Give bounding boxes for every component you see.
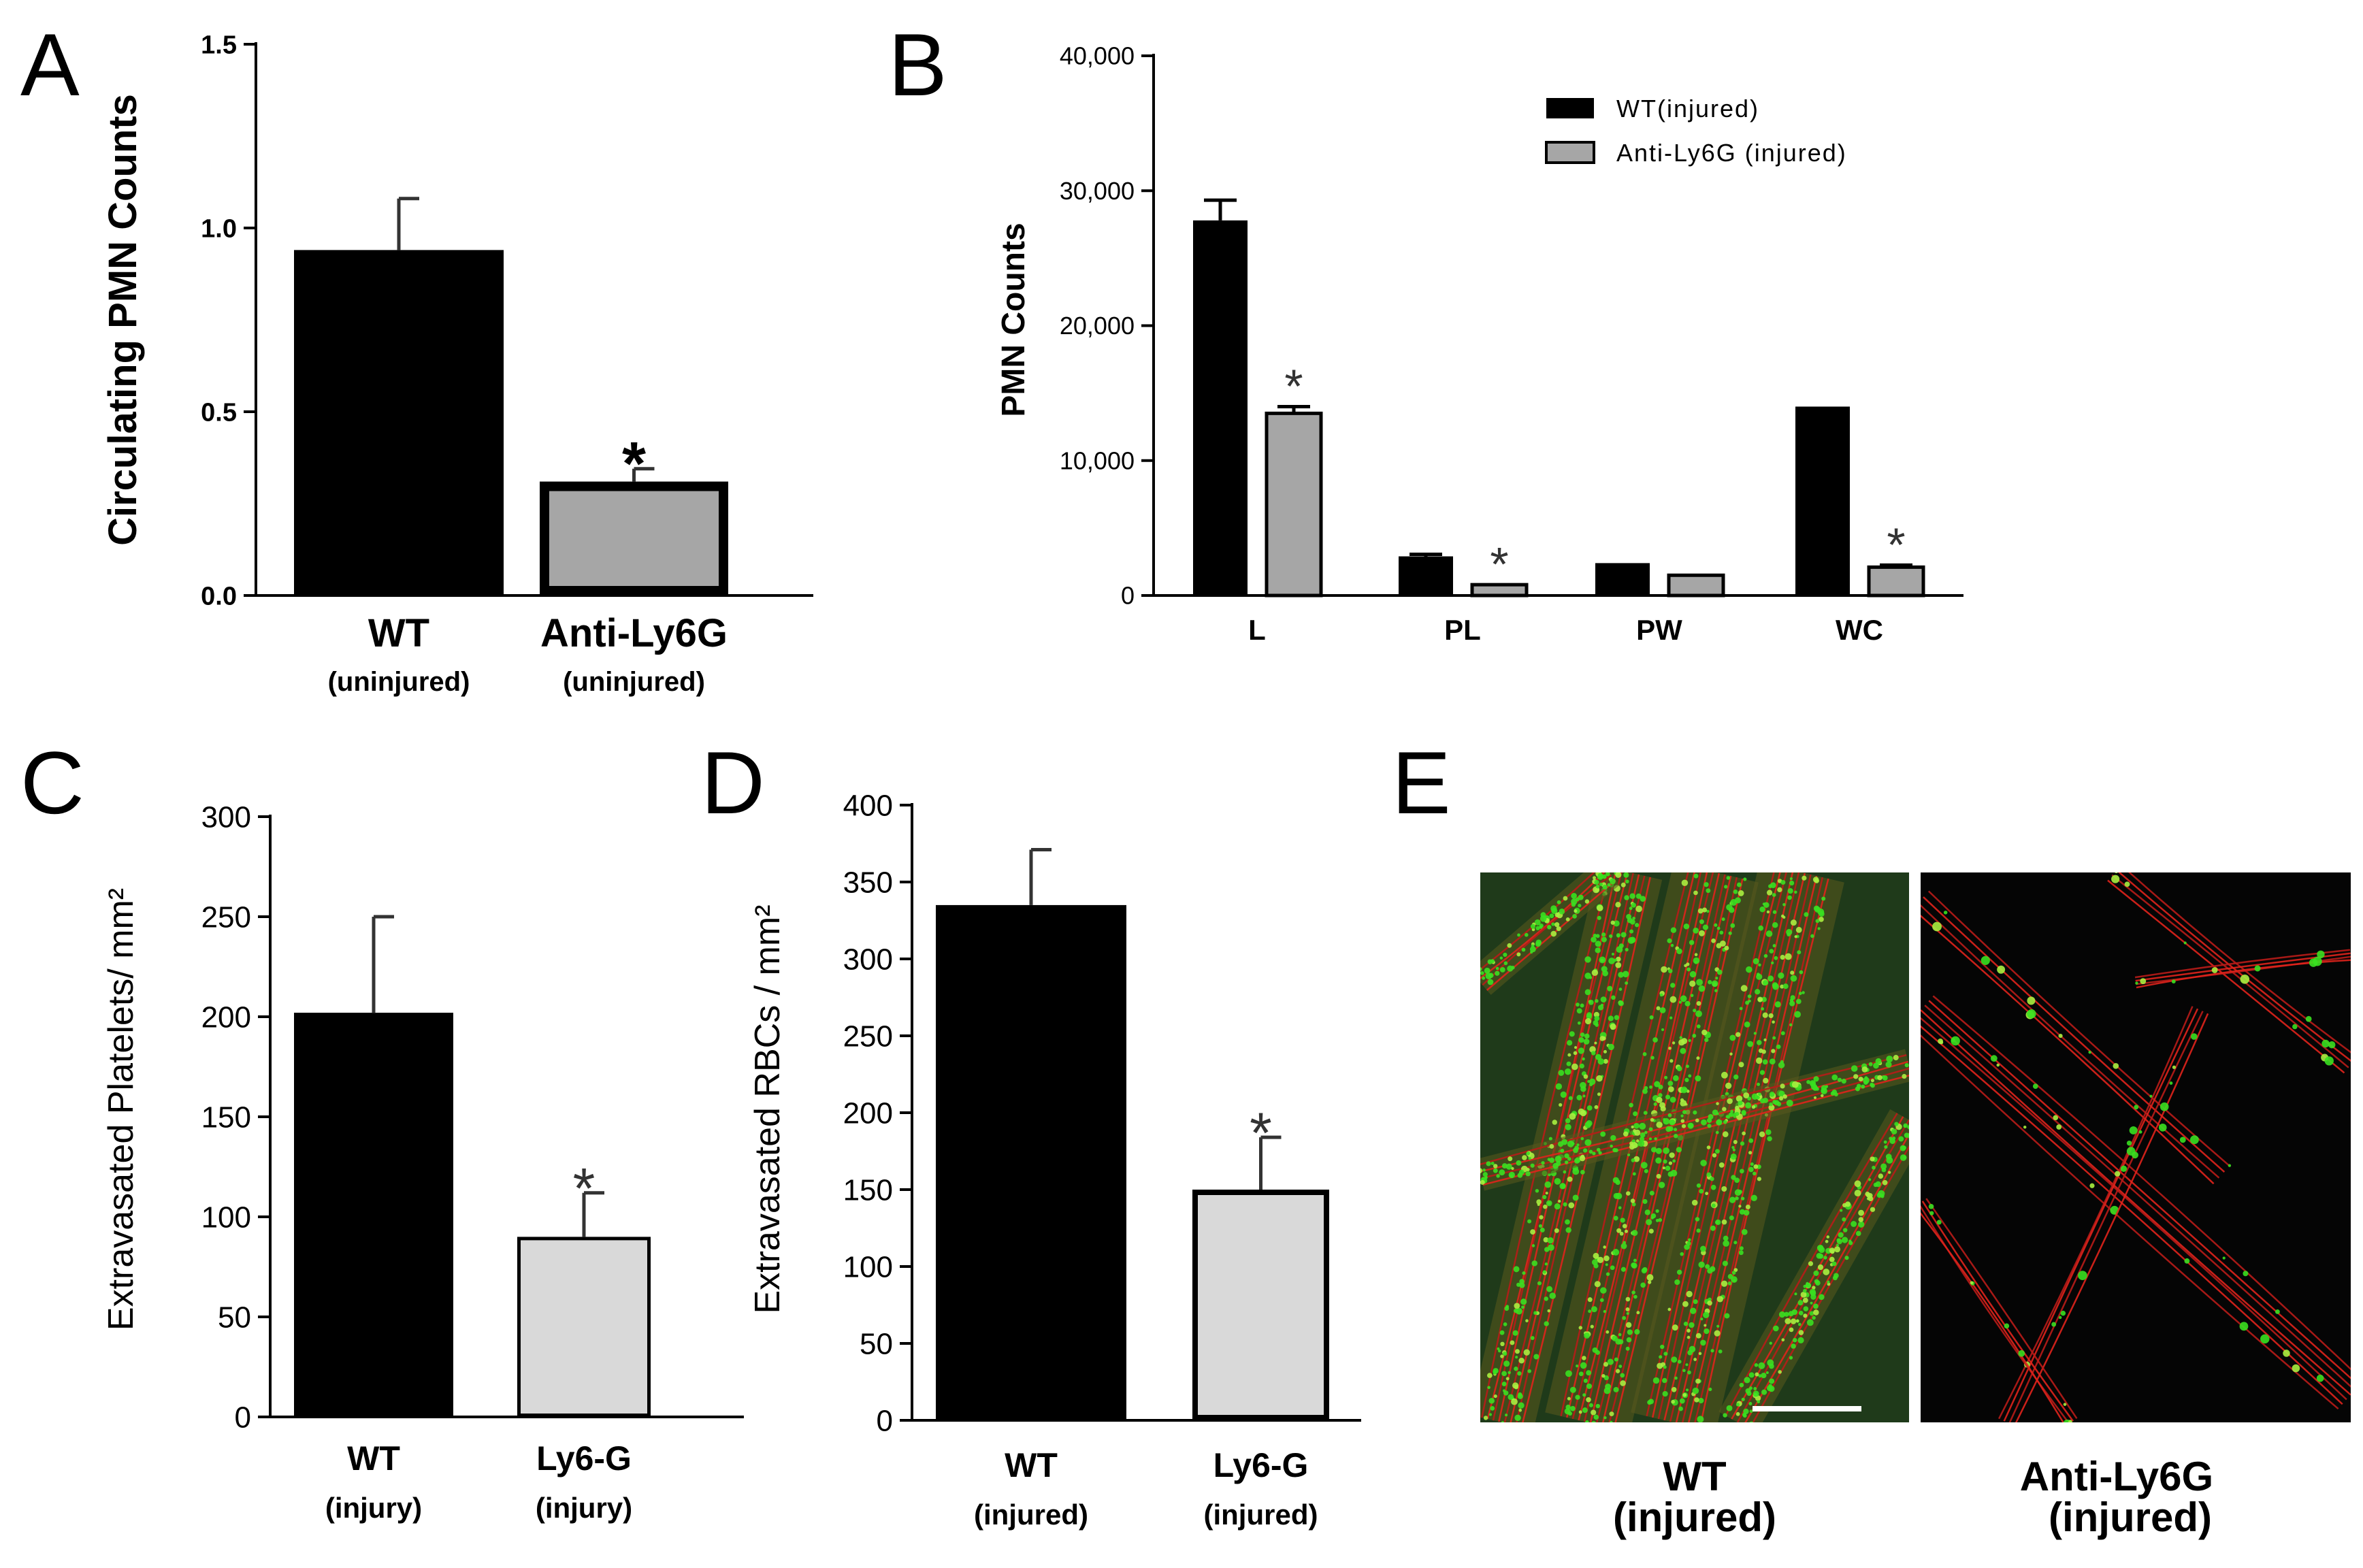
image-caption: Anti-Ly6G [2020,1454,2213,1499]
category-sublabel: (uninjured) [328,667,470,697]
bar [1192,1190,1329,1420]
y-tick-label: 100 [201,1200,251,1234]
category-sublabel: (injured) [974,1499,1088,1531]
y-tick-label: 200 [201,1000,251,1034]
y-tick-label: 50 [218,1301,251,1334]
category-label: L [1248,614,1266,646]
category-sublabel: (injury) [325,1492,422,1524]
significance-marker: * [1887,518,1905,571]
panel-letter: C [20,733,84,832]
legend: WT(injured) Anti-Ly6G (injured) [1545,95,1847,167]
category-sublabel: (uninjured) [563,667,705,697]
category-label: WT [1005,1446,1058,1484]
y-tick-label: 300 [843,943,893,976]
legend-swatch [1546,98,1594,118]
legend-swatch [1545,141,1595,164]
significance-marker: * [1490,538,1508,591]
category-label: PW [1636,614,1682,646]
bar [1193,220,1248,595]
y-tick-label: 0 [1121,582,1135,610]
bar [936,904,1126,1420]
bar [517,1237,651,1418]
y-tick-label: 30,000 [1060,177,1135,205]
panel-letter: D [701,733,765,832]
category-label: Ly6-G [1213,1446,1309,1484]
category-label: WC [1836,614,1883,646]
category-sublabel: (injury) [536,1492,632,1524]
y-tick-label: 250 [201,900,251,934]
bar [1667,573,1725,598]
y-tick-label: 10,000 [1060,446,1135,474]
category-label: Ly6-G [536,1439,632,1477]
y-tick-label: 250 [843,1019,893,1053]
image-caption: WT [1663,1454,1726,1499]
bar [1265,411,1323,598]
category-label: PL [1444,614,1481,646]
y-tick-label: 50 [860,1327,893,1360]
panel-letter: A [20,15,80,114]
panel-letter: B [888,15,947,114]
panel-b: B 0 10,000 20,000 30,000 40,000 PMN Counts * L * P… [888,15,1963,646]
panel-c: C 0 50 100 150 200 250 300 Extravasated Platelet… [20,733,744,1524]
scale-bar [1753,1406,1861,1411]
bar [1795,406,1850,595]
y-tick-label: 0.5 [201,398,237,427]
significance-marker: * [1284,359,1303,412]
significance-marker: * [573,1156,596,1220]
bar [1470,583,1529,598]
significance-marker: * [622,430,646,498]
y-tick-label: 400 [843,789,893,822]
bar [1399,556,1453,595]
y-tick-label: 150 [201,1100,251,1134]
anti-ly6g-micrograph [1921,872,2351,1422]
significance-marker: * [1250,1100,1272,1164]
category-label: WT [347,1439,400,1477]
category-sublabel: (injured) [1204,1499,1318,1531]
y-axis-label: PMN Counts [996,223,1032,416]
panel-d: D 0 50 100 150 200 250 300 350 400 Extravasated RB… [701,733,1361,1531]
y-tick-label: 150 [843,1173,893,1207]
image-caption-sub: (injured) [2049,1494,2212,1540]
panel-letter: E [1392,733,1451,832]
bar [540,481,728,595]
category-label: Anti-Ly6G [540,611,728,655]
y-tick-label: 40,000 [1060,42,1135,70]
micrograph-background [1921,872,2351,1422]
y-axis-label: Extravasated RBCs / mm² [748,904,787,1313]
bar [294,250,504,595]
y-tick-label: 300 [201,800,251,834]
y-tick-label: 1.0 [201,214,237,243]
y-axis-label: Circulating PMN Counts [101,94,145,546]
bar [294,1013,453,1417]
image-caption-sub: (injured) [1613,1494,1776,1540]
legend-label: WT(injured) [1616,95,1759,122]
y-tick-label: 0 [877,1404,893,1437]
y-axis-label: Extravasated Platelets/ mm² [101,888,141,1330]
bar [1867,565,1925,598]
wt-micrograph [1480,872,1909,1422]
y-tick-label: 0 [235,1401,251,1434]
y-tick-label: 20,000 [1060,312,1135,340]
legend-label: Anti-Ly6G (injured) [1616,139,1847,167]
y-tick-label: 100 [843,1250,893,1284]
y-tick-label: 0.0 [201,582,237,610]
y-tick-label: 350 [843,866,893,899]
y-tick-label: 1.5 [201,31,237,59]
panel-a: A 0.0 0.5 1.0 1.5 Circulating PMN Counts WT (un… [20,15,813,697]
bar [1595,563,1650,595]
y-tick-label: 200 [843,1096,893,1130]
panel-e-micrographs: EWT(injured)Anti-Ly6G(injured) [1392,733,2351,1540]
category-label: WT [368,611,429,655]
